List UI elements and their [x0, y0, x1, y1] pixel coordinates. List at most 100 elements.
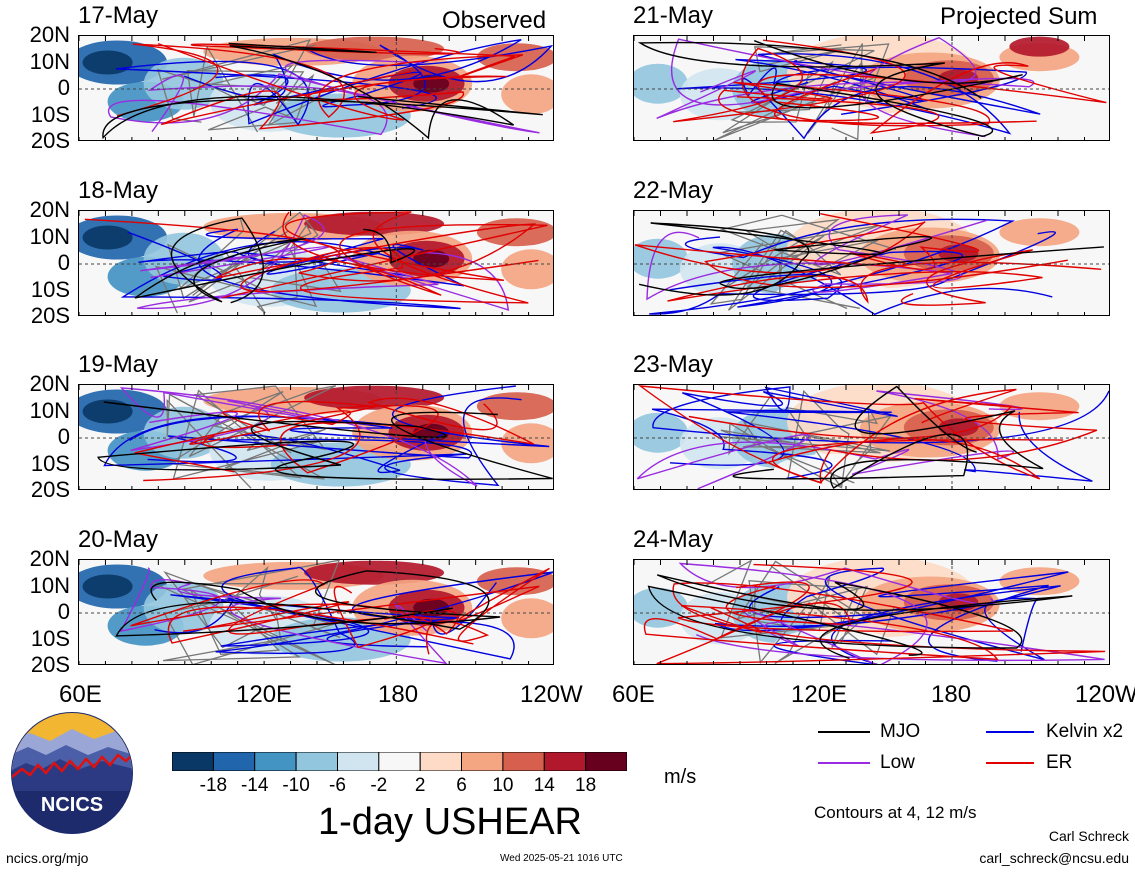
y-tick-label: 0 — [57, 599, 70, 624]
shear-anomaly-blob — [82, 399, 133, 424]
contour-line — [134, 400, 376, 473]
x-tick-label: 60E — [612, 681, 655, 708]
shear-anomaly-blob — [476, 392, 553, 421]
y-tick-label: 0 — [57, 250, 70, 275]
contour-line — [669, 246, 1053, 315]
legend-kelvin-line — [986, 731, 1034, 733]
shear-anomaly-blob — [82, 574, 133, 599]
y-tick-label: 20S — [30, 128, 70, 153]
coastline — [730, 46, 875, 123]
contour-line — [647, 574, 1073, 660]
colorbar-tick-label: 18 — [575, 775, 597, 796]
y-tick-label: 20N — [29, 197, 70, 222]
contour-line — [115, 570, 501, 637]
colorbar — [171, 751, 628, 772]
colorbar-tick-label: 2 — [414, 775, 426, 796]
contour-line — [736, 62, 1107, 134]
panel-date-label: 20-May — [78, 526, 159, 553]
contour-line — [652, 386, 1109, 466]
heatmap-canvas — [79, 36, 553, 140]
heatmap-canvas — [79, 211, 553, 315]
x-tick-label: 120W — [520, 681, 583, 708]
x-tick-label: 60E — [59, 681, 102, 708]
contour-line — [157, 42, 507, 130]
shear-anomaly-blob — [82, 50, 133, 75]
contour-line — [637, 385, 1041, 484]
y-tick-label: 10N — [29, 397, 70, 423]
y-tick-label: 10S — [30, 276, 70, 302]
colorbar-tick-label: -6 — [329, 775, 346, 796]
ncics-logo: NCICS — [10, 711, 134, 835]
contour-line — [127, 231, 465, 287]
contour-line — [673, 39, 1037, 127]
contour-line — [134, 217, 416, 304]
shear-anomaly-blob — [999, 218, 1080, 247]
colorbar-swatch — [254, 751, 297, 772]
panel-date-label: 18-May — [78, 177, 159, 204]
y-tick-label: 10S — [30, 450, 70, 476]
contour-line — [102, 42, 543, 140]
x-tick-label: 120E — [791, 681, 848, 708]
contour-line — [154, 594, 515, 660]
heatmap-canvas — [79, 385, 553, 489]
coastline — [188, 385, 337, 458]
colorbar-tick-label: -14 — [240, 775, 269, 796]
colorbar-swatch — [337, 751, 380, 772]
contour-line — [240, 211, 539, 304]
colorbar-swatch — [295, 751, 338, 772]
author-email[interactable]: carl_schreck@ncsu.edu — [979, 850, 1129, 866]
contour-line — [97, 401, 553, 480]
heatmap-panel — [633, 384, 1110, 490]
site-url[interactable]: ncics.org/mjo — [6, 850, 89, 866]
coastline — [758, 43, 890, 140]
contour-line — [637, 40, 1023, 138]
ncics-logo-graphic: NCICS — [11, 712, 133, 834]
y-tick-label: 0 — [57, 424, 70, 449]
x-tick-label: 180 — [931, 681, 972, 708]
y-tick-label: 10N — [29, 48, 70, 74]
contour-line — [84, 218, 548, 299]
coastline — [156, 38, 316, 123]
heatmap-canvas — [79, 560, 553, 664]
shear-anomaly-blob — [82, 225, 133, 250]
colorbar-swatch — [378, 751, 421, 772]
y-tick-label: 20S — [30, 477, 70, 502]
coastline — [753, 565, 843, 664]
observed-label: Observed — [442, 7, 547, 34]
y-tick-label: 10S — [30, 625, 70, 651]
author-name: Carl Schreck — [1048, 828, 1129, 844]
contour-line — [643, 585, 999, 661]
contour-line — [732, 385, 1044, 489]
projected-sum-label: Projected Sum — [940, 3, 1098, 30]
shear-anomaly-blob — [938, 418, 979, 437]
colorbar-tick-label: 14 — [533, 775, 555, 796]
colorbar-swatch — [171, 751, 214, 772]
x-tick-label: 120E — [236, 681, 293, 708]
y-tick-label: 10N — [29, 572, 70, 598]
contour-line — [646, 214, 988, 301]
y-tick-label: 20N — [29, 546, 70, 571]
logo-text: NCICS — [41, 794, 103, 816]
colorbar-tick-label: -18 — [199, 775, 228, 796]
coastline — [151, 560, 341, 664]
contour-line — [634, 213, 1068, 289]
legend-low-label: Low — [880, 752, 915, 773]
contour-line — [748, 567, 1045, 661]
heatmap-panel — [78, 384, 554, 490]
timestamp: Wed 2025-05-21 1016 UTC — [500, 853, 623, 864]
coastline — [709, 214, 897, 305]
colorbar-swatch — [212, 751, 256, 772]
colorbar-tick-label: 10 — [492, 775, 514, 796]
contour-line — [143, 397, 535, 482]
colorbar-swatch — [585, 751, 628, 772]
contour-line — [649, 218, 1056, 315]
heatmap-canvas — [634, 211, 1109, 315]
panel-date-label: 17-May — [78, 2, 159, 29]
panel-date-label: 21-May — [633, 2, 714, 29]
panel-date-label: 19-May — [78, 351, 159, 378]
legend-mjo-line — [818, 731, 870, 733]
heatmap-panel — [78, 559, 554, 665]
units-label: m/s — [664, 766, 697, 788]
contour-line — [103, 385, 550, 487]
heatmap-panel — [633, 210, 1110, 316]
